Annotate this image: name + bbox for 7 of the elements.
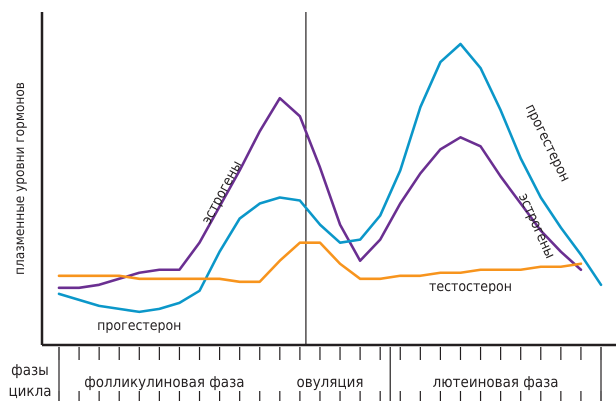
x-axis-title: фазы цикла	[8, 361, 52, 400]
text: прогестерон	[97, 318, 182, 334]
text: овуляция	[296, 373, 364, 391]
series-label: тестостерон	[429, 278, 512, 295]
y-axis-title: плазменные уровни гормонов	[12, 82, 28, 275]
text: лютеиновая фаза	[432, 373, 559, 391]
text: фолликулиновая фаза	[84, 373, 245, 391]
